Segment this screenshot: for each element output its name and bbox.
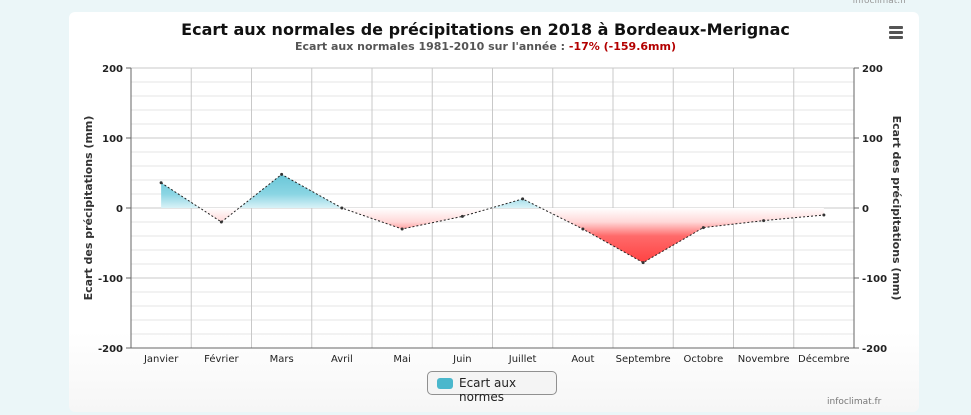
y-tick-label-right: -200: [862, 344, 887, 355]
chart-menu-button[interactable]: [882, 20, 910, 44]
legend-swatch: [437, 378, 453, 389]
legend-label: Ecart aux normes: [459, 376, 517, 404]
area-negative: [161, 208, 824, 263]
y-tick-label-left: 200: [102, 64, 123, 75]
y-axis-title-left: Ecart des précipitations (mm): [82, 116, 95, 301]
data-point[interactable]: [400, 227, 404, 231]
y-tick-label-right: -100: [862, 274, 887, 285]
data-point[interactable]: [460, 214, 464, 218]
x-tick-label: Juin: [452, 354, 471, 365]
data-point[interactable]: [340, 206, 344, 210]
x-tick-label: Juillet: [508, 354, 537, 365]
chart-subtitle: Ecart aux normales 1981-2010 sur l'année…: [0, 40, 971, 53]
data-point[interactable]: [159, 181, 163, 185]
x-tick-label: Novembre: [738, 354, 790, 365]
data-point[interactable]: [701, 226, 705, 230]
x-tick-label: Janvier: [143, 354, 179, 365]
y-axis-title-right: Ecart des précipitations (mm): [890, 116, 903, 301]
data-point[interactable]: [521, 197, 525, 201]
y-tick-label-left: -100: [98, 274, 123, 285]
x-tick-label: Février: [204, 353, 239, 365]
brand-top: infoclimat.fr: [852, 0, 907, 6]
x-tick-label: Septembre: [616, 354, 671, 365]
subtitle-prefix: Ecart aux normales 1981-2010 sur l'année…: [295, 40, 569, 53]
y-tick-label-left: 100: [102, 134, 123, 145]
data-point[interactable]: [219, 220, 223, 224]
y-tick-label-right: 0: [862, 204, 869, 215]
x-tick-label: Avril: [331, 354, 353, 365]
y-tick-label-right: 200: [862, 64, 883, 75]
x-tick-label: Mai: [393, 354, 411, 365]
y-tick-label-right: 100: [862, 134, 883, 145]
series-line: [160, 173, 824, 264]
data-point[interactable]: [822, 213, 826, 217]
subtitle-value: -17% (-159.6mm): [568, 40, 676, 53]
chart-title: Ecart aux normales de précipitations en …: [181, 20, 790, 39]
x-tick-label: Mars: [270, 354, 294, 365]
y-tick-label-left: -200: [98, 344, 123, 355]
y-tick-label-left: 0: [116, 204, 123, 215]
menu-icon: [889, 26, 903, 29]
x-tick-label: Décembre: [798, 353, 850, 365]
data-point[interactable]: [762, 219, 766, 223]
data-point[interactable]: [280, 172, 284, 176]
brand-bottom: infoclimat.fr: [827, 397, 882, 407]
x-tick-label: Octobre: [683, 354, 723, 365]
x-tick-label: Aout: [571, 354, 594, 365]
legend-item-ecart[interactable]: Ecart aux normes: [427, 371, 557, 404]
data-point[interactable]: [641, 261, 645, 265]
data-point[interactable]: [581, 227, 585, 231]
